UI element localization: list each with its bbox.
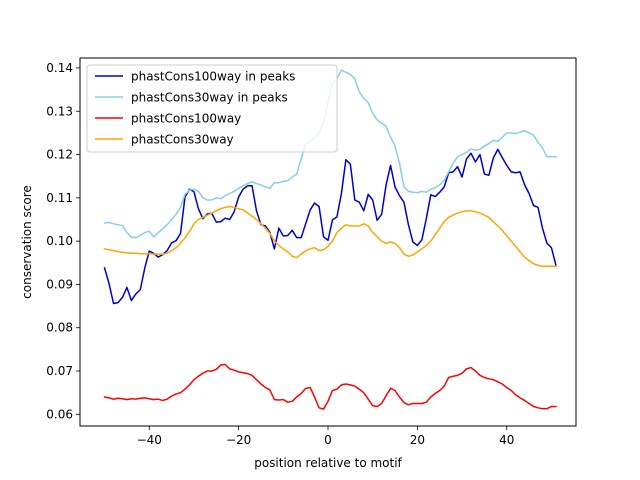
legend-label-0: phastCons100way in peaks [131,70,295,84]
x-tick-label: 40 [499,433,514,447]
series-line-3 [103,205,557,267]
y-tick-label: 0.08 [46,321,73,335]
legend-label-3: phastCons30way [131,133,234,147]
x-tick-label: 0 [324,433,332,447]
y-tick-label: 0.14 [46,61,73,75]
y-tick-label: 0.07 [46,364,73,378]
legend-label-2: phastCons100way [131,112,241,126]
y-axis-label: conservation score [20,185,34,299]
legend: phastCons100way in peaks phastCons30way i… [86,64,338,153]
y-tick-label: 0.13 [46,104,73,118]
y-ticks: 0.06 0.07 0.08 0.09 0.10 0.11 0.12 0.13 0.14 [46,61,80,421]
series-line-2 [103,363,557,410]
x-tick-label: −40 [137,433,162,447]
x-tick-label: 20 [410,433,425,447]
x-tick-label: −20 [226,433,251,447]
x-ticks: −40 −20 0 20 40 [137,426,514,447]
y-tick-label: 0.09 [46,277,73,291]
legend-box [86,64,338,153]
y-tick-label: 0.10 [46,234,73,248]
y-tick-label: 0.12 [46,148,73,162]
x-axis-label: position relative to motif [254,456,402,470]
legend-label-1: phastCons30way in peaks [131,91,288,105]
y-tick-label: 0.11 [46,191,73,205]
y-tick-label: 0.06 [46,407,73,421]
series-line-0 [103,148,557,305]
